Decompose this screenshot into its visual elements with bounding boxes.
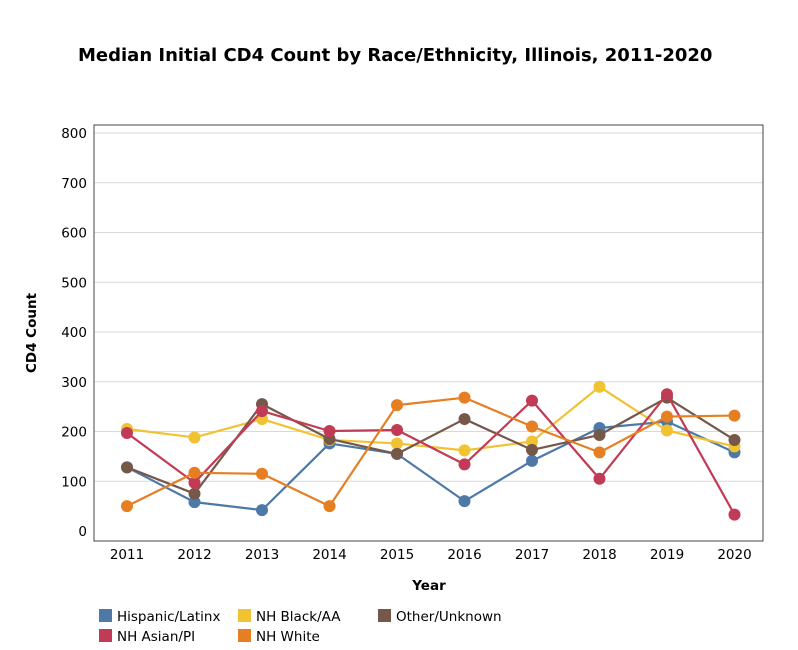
data-point <box>593 428 606 441</box>
legend-label: Hispanic/Latinx <box>117 609 220 625</box>
data-point <box>593 380 606 393</box>
data-point <box>391 424 403 437</box>
data-point <box>323 425 336 438</box>
legend-label: Other/Unknown <box>396 609 502 625</box>
data-point <box>458 391 471 404</box>
gridlines <box>94 132 763 482</box>
data-point <box>188 487 201 500</box>
series-hispanic-latinx <box>121 415 741 517</box>
y-axis-title: CD4 Count <box>24 292 40 373</box>
data-point <box>188 476 201 489</box>
legend-label: NH White <box>256 629 320 645</box>
y-tick-label: 800 <box>61 126 87 142</box>
x-tick-label: 2018 <box>582 547 616 563</box>
x-tick-label: 2011 <box>110 547 144 563</box>
data-point <box>458 495 471 508</box>
y-tick-label: 400 <box>61 325 87 341</box>
x-tick-label: 2019 <box>650 547 684 563</box>
y-tick-label: 200 <box>61 425 87 441</box>
data-point <box>391 437 403 450</box>
y-tick-label: 700 <box>61 176 87 192</box>
data-point <box>458 444 471 457</box>
data-point <box>458 458 471 471</box>
data-point <box>121 500 133 513</box>
series-line <box>126 385 735 452</box>
data-point <box>391 447 403 460</box>
data-point <box>593 472 606 485</box>
data-point <box>526 435 538 448</box>
data-point <box>323 500 336 513</box>
data-point <box>526 443 538 456</box>
data-point <box>661 410 673 423</box>
y-axis-ticks: 0 100 200 300 400 500 600 700 800 <box>61 126 87 540</box>
legend-swatch <box>238 609 251 622</box>
plot-area-frame <box>93 124 764 542</box>
data-point <box>188 466 201 479</box>
y-tick-label: 0 <box>78 524 87 540</box>
data-point <box>121 461 133 474</box>
x-tick-label: 2017 <box>515 547 549 563</box>
series-nh-white <box>121 391 741 513</box>
data-point <box>526 394 538 407</box>
series-line <box>126 396 735 508</box>
legend-label: NH Asian/PI <box>117 629 195 645</box>
data-point <box>661 424 673 437</box>
x-tick-label: 2014 <box>312 547 346 563</box>
data-point <box>256 504 268 517</box>
data-point <box>526 420 538 433</box>
series-line <box>126 396 736 495</box>
legend-swatch <box>99 609 112 622</box>
legend-label: NH Black/AA <box>256 609 341 625</box>
y-tick-label: 300 <box>61 375 87 391</box>
series-line <box>126 420 735 512</box>
data-point <box>728 409 741 422</box>
legend-swatch <box>238 629 251 642</box>
x-tick-label: 2020 <box>717 547 751 563</box>
series-group <box>121 380 741 521</box>
series-nh-asian-pi <box>121 388 741 521</box>
x-tick-label: 2012 <box>177 547 211 563</box>
series-line <box>126 393 736 516</box>
y-tick-label: 100 <box>61 474 87 490</box>
data-point <box>121 426 133 439</box>
series-other-unknown <box>121 391 741 500</box>
data-point <box>188 496 201 509</box>
legend-swatch <box>378 609 391 622</box>
x-axis-ticks: 2011 2012 2013 2014 2015 2016 2017 2018 2019 2020 <box>110 547 752 563</box>
x-tick-label: 2016 <box>447 547 481 563</box>
x-tick-label: 2013 <box>245 547 279 563</box>
data-point <box>256 467 268 480</box>
data-point <box>458 413 471 426</box>
data-point <box>661 388 673 401</box>
y-tick-label: 500 <box>61 275 87 291</box>
data-point <box>593 446 606 459</box>
legend-swatch <box>99 629 112 642</box>
x-tick-label: 2015 <box>380 547 414 563</box>
x-axis-title: Year <box>411 578 446 594</box>
data-point <box>526 454 538 467</box>
y-tick-label: 600 <box>61 226 87 242</box>
data-point <box>188 431 201 444</box>
data-point <box>256 405 268 418</box>
data-point <box>728 433 741 446</box>
data-point <box>391 399 403 412</box>
data-point <box>728 508 741 521</box>
chart-title: Median Initial CD4 Count by Race/Ethnici… <box>78 45 712 66</box>
legend: Hispanic/Latinx NH Black/AA Other/Unknown N… <box>99 609 502 645</box>
